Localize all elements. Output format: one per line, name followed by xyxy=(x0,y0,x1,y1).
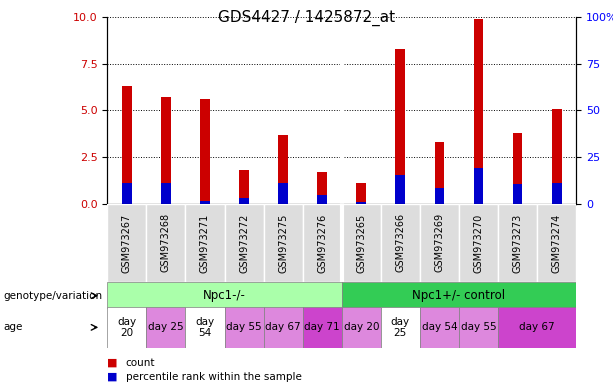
Bar xyxy=(341,282,576,309)
Bar xyxy=(512,184,522,204)
Bar xyxy=(303,307,341,348)
Text: day
54: day 54 xyxy=(196,316,215,338)
Text: Npc1-/-: Npc1-/- xyxy=(203,289,246,302)
Bar xyxy=(356,183,366,204)
Text: day 67: day 67 xyxy=(519,322,555,333)
Bar xyxy=(512,133,522,204)
Bar xyxy=(435,188,444,204)
Bar xyxy=(435,142,444,204)
Bar xyxy=(341,307,381,348)
Bar xyxy=(224,307,264,348)
Text: day 54: day 54 xyxy=(422,322,457,333)
Bar xyxy=(498,307,576,348)
Text: day 25: day 25 xyxy=(148,322,184,333)
Bar xyxy=(474,168,484,204)
Text: GDS4427 / 1425872_at: GDS4427 / 1425872_at xyxy=(218,10,395,26)
Bar xyxy=(122,183,132,204)
Text: day 55: day 55 xyxy=(461,322,497,333)
Bar xyxy=(420,307,459,348)
Bar xyxy=(537,204,576,282)
Text: GSM973265: GSM973265 xyxy=(356,213,367,273)
Bar xyxy=(341,204,381,282)
Bar xyxy=(395,175,405,204)
Bar xyxy=(147,307,185,348)
Text: age: age xyxy=(3,322,23,333)
Bar xyxy=(264,204,303,282)
Text: day 67: day 67 xyxy=(265,322,301,333)
Text: day 55: day 55 xyxy=(226,322,262,333)
Text: GSM973266: GSM973266 xyxy=(395,214,405,272)
Bar xyxy=(264,307,303,348)
Bar xyxy=(161,183,171,204)
Bar xyxy=(552,183,562,204)
Text: GSM973268: GSM973268 xyxy=(161,214,171,272)
Bar xyxy=(278,183,288,204)
Text: Npc1+/- control: Npc1+/- control xyxy=(413,289,506,302)
Text: day
25: day 25 xyxy=(391,316,410,338)
Text: GSM973270: GSM973270 xyxy=(473,213,484,273)
Bar xyxy=(459,307,498,348)
Bar xyxy=(498,204,537,282)
Text: GSM973267: GSM973267 xyxy=(122,213,132,273)
Bar xyxy=(185,307,224,348)
Bar xyxy=(474,19,484,204)
Text: GSM973271: GSM973271 xyxy=(200,213,210,273)
Text: GSM973274: GSM973274 xyxy=(552,213,562,273)
Bar xyxy=(278,135,288,204)
Bar xyxy=(147,204,185,282)
Bar xyxy=(420,204,459,282)
Text: GSM973276: GSM973276 xyxy=(317,213,327,273)
Bar xyxy=(200,99,210,204)
Text: GSM973272: GSM973272 xyxy=(239,213,249,273)
Text: genotype/variation: genotype/variation xyxy=(3,291,102,301)
Text: count: count xyxy=(126,358,155,368)
Bar xyxy=(318,195,327,204)
Bar xyxy=(239,198,249,204)
Text: GSM973269: GSM973269 xyxy=(435,214,444,272)
Text: day 20: day 20 xyxy=(343,322,379,333)
Bar xyxy=(381,307,420,348)
Bar xyxy=(552,109,562,204)
Text: ■: ■ xyxy=(107,358,118,368)
Bar xyxy=(185,204,224,282)
Bar xyxy=(381,204,420,282)
Bar xyxy=(224,204,264,282)
Bar xyxy=(122,86,132,204)
Text: percentile rank within the sample: percentile rank within the sample xyxy=(126,372,302,382)
Bar xyxy=(303,204,341,282)
Bar xyxy=(107,307,147,348)
Bar xyxy=(459,204,498,282)
Bar xyxy=(200,201,210,204)
Text: ■: ■ xyxy=(107,372,118,382)
Bar xyxy=(161,98,171,204)
Bar xyxy=(395,49,405,204)
Bar xyxy=(318,172,327,204)
Text: GSM973273: GSM973273 xyxy=(512,213,523,273)
Bar xyxy=(356,202,366,204)
Bar xyxy=(239,170,249,204)
Text: day
20: day 20 xyxy=(117,316,136,338)
Bar xyxy=(107,282,341,309)
Text: GSM973275: GSM973275 xyxy=(278,213,288,273)
Bar xyxy=(107,204,147,282)
Text: day 71: day 71 xyxy=(305,322,340,333)
